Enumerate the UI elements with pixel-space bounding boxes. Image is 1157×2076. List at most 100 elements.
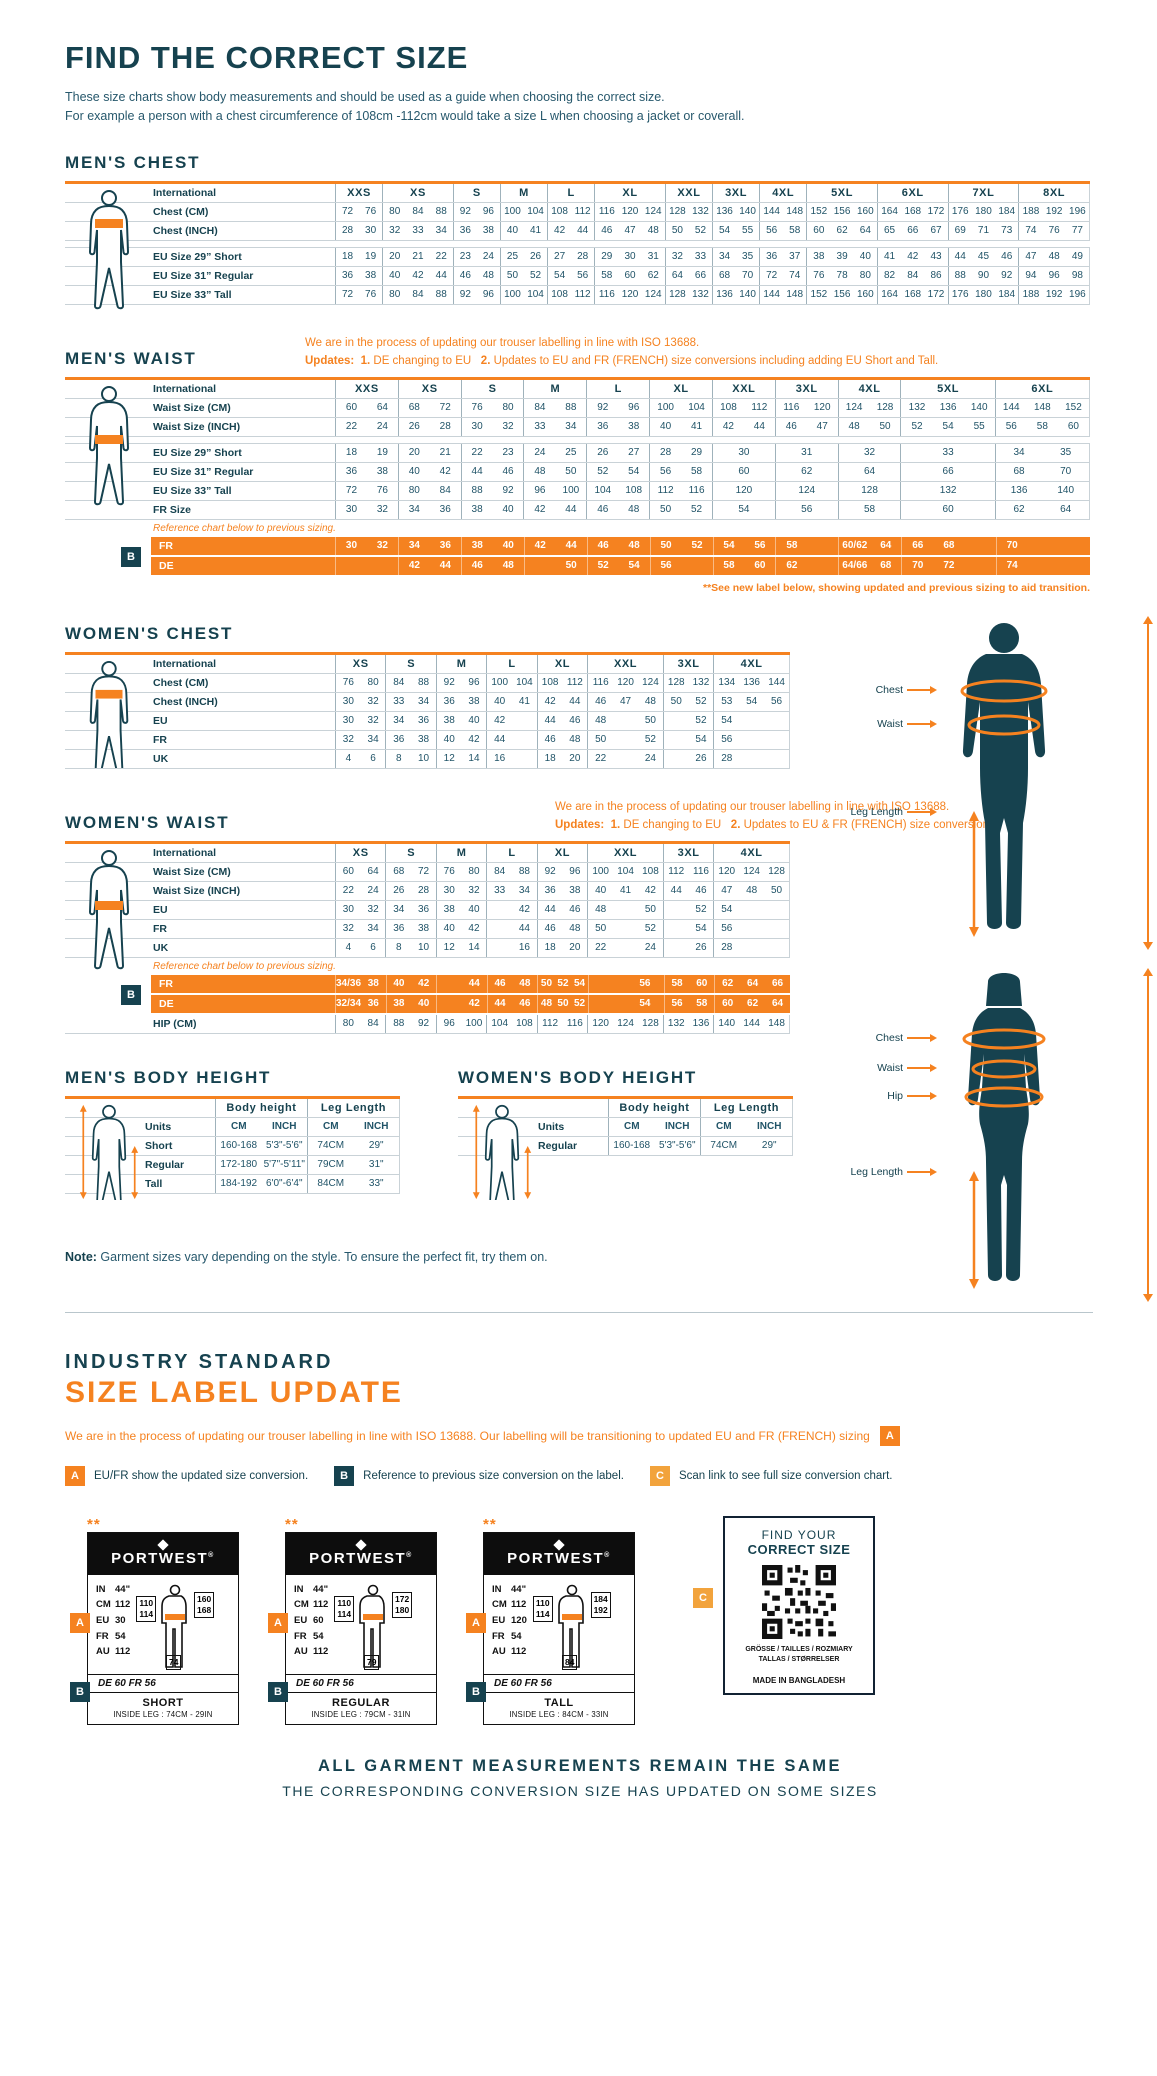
find-size-card: FIND YOUR CORRECT SIZE — [723, 1515, 875, 1695]
table-row: HIP (CM) 80 84 88 92 96 100 104 108 112 116 120 124 1… — [65, 1014, 790, 1034]
table-row: EU 30 32 34 36 38 40 42 44 46 48 50 52 54 — [65, 711, 790, 731]
size-cell-group: 48 50 — [837, 417, 901, 436]
leg-arrow-icon — [907, 807, 937, 816]
table-row: UK 4 6 8 10 12 14 16 18 20 22 24 26 28 — [65, 749, 790, 769]
size-cell-group: 62 — [775, 556, 838, 575]
size-cell-group: 26 27 — [586, 443, 649, 462]
size-cell-group: 50 52 — [664, 221, 712, 240]
table-row: Body height Leg Length — [458, 1098, 793, 1118]
size-cell-group: 88 92 — [385, 1014, 435, 1033]
womens-chest-heading: WOMEN'S CHEST — [65, 623, 234, 643]
size-cell-group: Leg Length — [700, 1098, 792, 1117]
size-cell-group: 34 35 — [994, 443, 1089, 462]
size-cell-group: 50 52 — [499, 266, 547, 285]
size-cell-group: 52 54 — [586, 556, 650, 575]
fit-name: REGULAR — [332, 1696, 390, 1709]
size-cell-group: 128 — [837, 481, 901, 500]
size-cell-group: 33 34 — [486, 881, 536, 900]
size-cell-group: 40 42 — [397, 462, 461, 481]
size-cell-group: 8XL — [1018, 183, 1089, 202]
waist-size-box: 110 114 — [532, 1595, 553, 1622]
size-cell-group: 74 76 77 — [1018, 221, 1089, 240]
portwest-logo: PORTWEST® — [88, 1532, 238, 1575]
table-row: FR Size 30 32 34 36 38 40 42 44 46 48 50 52 54 56 58 60 6… — [65, 500, 1090, 520]
size-cell-group — [335, 556, 398, 575]
size-cell-group: 38 40 — [435, 900, 486, 919]
size-cell-group: 52 54 — [586, 462, 649, 481]
size-cell-group: 40 42 — [435, 919, 486, 938]
size-cell-group: 56 — [587, 974, 664, 993]
intro-line-2: For example a person with a chest circum… — [65, 109, 745, 124]
size-cell-group: 33 34 — [385, 692, 435, 711]
size-label-card: ** PORTWEST® A B IN 44" CM 112 EU 60 FR 54 AU 112… — [268, 1516, 437, 1725]
size-cell-group: 30 32 — [335, 711, 385, 730]
size-cell-group: 120 124 128 — [587, 1014, 663, 1033]
table-row: Chest (CM) 72 76 80 84 88 92 96 100 104 108 112 116 1… — [65, 202, 1090, 222]
size-cell-group: 58 60 — [712, 556, 776, 575]
section-womens-waist: WOMEN'S WAIST We are in the process of u… — [65, 799, 1095, 1034]
badge-b: B — [70, 1681, 90, 1702]
size-cell-group: 16 — [486, 749, 536, 768]
size-cell-group: 36 38 — [435, 692, 486, 711]
fit-name: SHORT — [142, 1696, 184, 1709]
size-cell-group: 136 140 — [994, 481, 1089, 500]
label-measurements: IN 44" CM 112 EU 30 FR 54 AU 112 — [96, 1582, 130, 1670]
size-cell-group: L — [586, 379, 649, 398]
size-cell-group: 128 132 — [664, 202, 712, 221]
measurement-row: EU 30 — [96, 1615, 126, 1627]
size-cell-group: 120 124 128 — [713, 862, 789, 881]
size-cell-group: 144 148 — [759, 285, 806, 304]
size-cell-group: XXS — [335, 379, 398, 398]
size-cell-group: 112 116 — [649, 481, 712, 500]
male-silhouette — [960, 622, 1048, 937]
size-cell-group: 36 38 — [452, 221, 500, 240]
body-height-figure-icon — [79, 1104, 139, 1200]
womens-waist-table: International XS S M L XL XXL 3XL 4XL Waist Size … — [65, 840, 790, 1034]
size-cell-group: 56 — [713, 730, 789, 749]
womens-waist-intro: We are in the process of updating our tr… — [555, 800, 998, 831]
size-cell-group: 60 — [900, 500, 994, 519]
table-row: EU Size 29” Short 18 19 20 21 22 23 24 25 26 27 28 2… — [65, 443, 1090, 463]
size-cell-group: XL — [536, 843, 587, 862]
section-mens-waist: MEN'S WAIST We are in the process of upd… — [65, 335, 1157, 594]
womens-body-height-block: WOMEN'S BODY HEIGHT Body height Leg Lengt… — [458, 1068, 793, 1200]
size-cell-group: 92 96 — [452, 285, 500, 304]
size-cell-group: 66 — [900, 462, 994, 481]
size-cell-group: 160-168 5'3"-5'6" — [608, 1136, 700, 1155]
industry-title: INDUSTRY STANDARD — [65, 1350, 334, 1373]
size-cell-group: 8 10 — [385, 938, 435, 957]
page-title: FIND THE CORRECT SIZE — [65, 40, 469, 75]
womens-chest-table: International XS S M L XL XXL 3XL 4XL Chest (CM) 7… — [65, 651, 790, 769]
size-cell-group: 108 112 — [547, 202, 594, 221]
size-cell-group: L — [486, 843, 536, 862]
size-cell-group: Body height — [608, 1098, 700, 1117]
table-row: DE 32/34 36 38 40 42 44 46 48 50 52 54 56 58 60 62 64 — [151, 994, 790, 1015]
portwest-diamond-icon — [553, 1539, 565, 1551]
size-cell-group: 32 34 — [335, 730, 385, 749]
size-cell-group: 50 52 — [649, 536, 713, 555]
measurement-row: EU 60 — [294, 1615, 324, 1627]
table-note: Reference chart below to previous sizing… — [153, 522, 336, 534]
size-cell-group: XS — [335, 843, 385, 862]
size-cell-group: 92 96 — [536, 862, 587, 881]
size-cell-group: 22 24 — [335, 881, 385, 900]
size-cell-group: 32 34 — [335, 919, 385, 938]
badge-c: C — [693, 1587, 713, 1608]
legend-item: C Scan link to see full size conversion c… — [649, 1465, 892, 1486]
table-row: International XS S M L XL XXL 3XL 4XL — [65, 843, 790, 863]
size-cell-group: 116 120 — [774, 398, 838, 417]
size-cell-group: 62 64 — [994, 500, 1089, 519]
badge-b: B — [466, 1681, 486, 1702]
size-cell-group: 54 — [713, 900, 789, 919]
size-cell-group: 54 — [662, 730, 713, 749]
badge-a: A — [268, 1612, 288, 1633]
size-cell-group: 70 — [995, 536, 1090, 555]
trouser-figure-icon — [359, 1584, 385, 1668]
size-cell-group: 112 116 — [536, 1014, 587, 1033]
size-cell-group: 40 42 — [385, 974, 437, 993]
size-cell-group: 40 41 — [649, 417, 712, 436]
size-cell-group: 46 47 — [774, 417, 838, 436]
portwest-logo: PORTWEST® — [286, 1532, 436, 1575]
size-cell-group: 66 68 — [901, 536, 995, 555]
section-womens-chest: WOMEN'S CHEST International XS S M L XL XXL 3XL… — [65, 624, 1095, 769]
